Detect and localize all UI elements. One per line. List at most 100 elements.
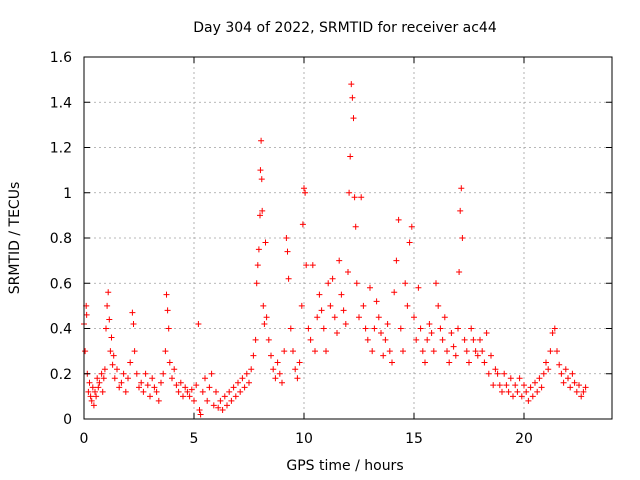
data-point [259,207,266,214]
data-point [136,384,142,391]
data-point [571,379,578,386]
x-tick-label: 15 [405,431,423,447]
data-point [393,257,400,264]
data-point [110,352,117,359]
x-axis-label: GPS time / hours [286,458,403,474]
data-point [165,325,172,332]
data-point [285,275,292,282]
data-point [477,336,483,343]
data-point [184,388,191,395]
data-point [543,359,549,366]
data-point [204,397,211,404]
data-point [213,388,219,395]
data-point [294,375,301,382]
data-point [349,94,356,101]
data-point [305,325,312,332]
data-point [188,386,195,393]
data-point [527,384,534,391]
data-point [281,348,288,355]
data-point [424,336,431,343]
data-point [114,366,120,373]
data-point [404,302,411,309]
data-point [253,280,260,287]
data-point [99,388,106,395]
data-point [386,348,393,355]
y-tick-label: 0.2 [50,367,72,383]
data-point [290,348,296,355]
data-point [466,359,472,366]
data-point [378,330,384,337]
data-point [195,320,202,327]
data-point [346,189,353,196]
data-point [448,330,455,337]
data-point [380,352,387,359]
data-point [307,336,314,343]
data-point [261,320,268,327]
data-point [558,370,565,377]
data-point [268,352,274,359]
data-point [103,325,109,332]
data-point [538,384,545,391]
data-point [512,382,519,389]
data-point [492,366,499,373]
data-point [98,370,105,377]
data-point [331,314,338,321]
data-point [276,370,283,377]
data-point [296,359,303,366]
data-point [169,375,175,382]
data-point [274,359,281,366]
data-point [540,370,547,377]
data-point [100,375,107,382]
y-tick-label: 0 [63,412,72,428]
data-point [140,388,147,395]
data-point [402,280,409,287]
data-point [406,239,413,246]
data-point [367,284,373,291]
data-point [411,314,417,321]
data-point [199,388,206,395]
data-point [221,393,228,400]
data-point [173,382,180,389]
data-point [191,397,197,404]
data-point [246,379,252,386]
data-point [499,388,505,395]
data-point [292,366,299,373]
data-point [435,302,442,309]
data-point [503,382,510,389]
y-tick-label: 0.6 [50,276,72,292]
data-point [395,216,402,223]
data-point [329,275,336,282]
data-point [206,384,213,391]
data-point [369,348,376,355]
data-point [567,384,574,391]
data-point [258,137,265,144]
data-point [255,246,262,253]
data-point [338,291,345,298]
data-point [262,239,269,246]
data-point [133,370,140,377]
data-point [177,379,184,386]
data-point [518,393,525,400]
data-point [131,348,138,355]
data-point [130,320,137,327]
data-point [263,314,270,321]
data-point [230,384,237,391]
data-point [153,388,160,395]
data-point [257,212,263,219]
data-point [312,348,318,355]
data-point [452,352,459,359]
data-point [521,382,527,389]
data-point [549,330,556,337]
data-point [283,235,290,241]
data-point [458,185,465,192]
data-point [353,280,360,287]
data-point [250,352,257,359]
data-point [505,388,512,395]
data-point [314,314,321,321]
grid-lines [84,57,612,419]
y-axis-label: SRMTID / TECUs [7,182,23,295]
data-point [186,393,193,400]
data-point [345,268,351,275]
data-point [470,336,477,343]
